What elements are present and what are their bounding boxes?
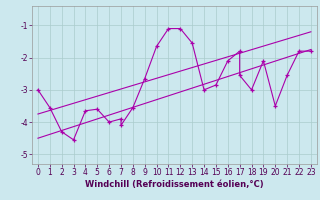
X-axis label: Windchill (Refroidissement éolien,°C): Windchill (Refroidissement éolien,°C) [85,180,264,189]
